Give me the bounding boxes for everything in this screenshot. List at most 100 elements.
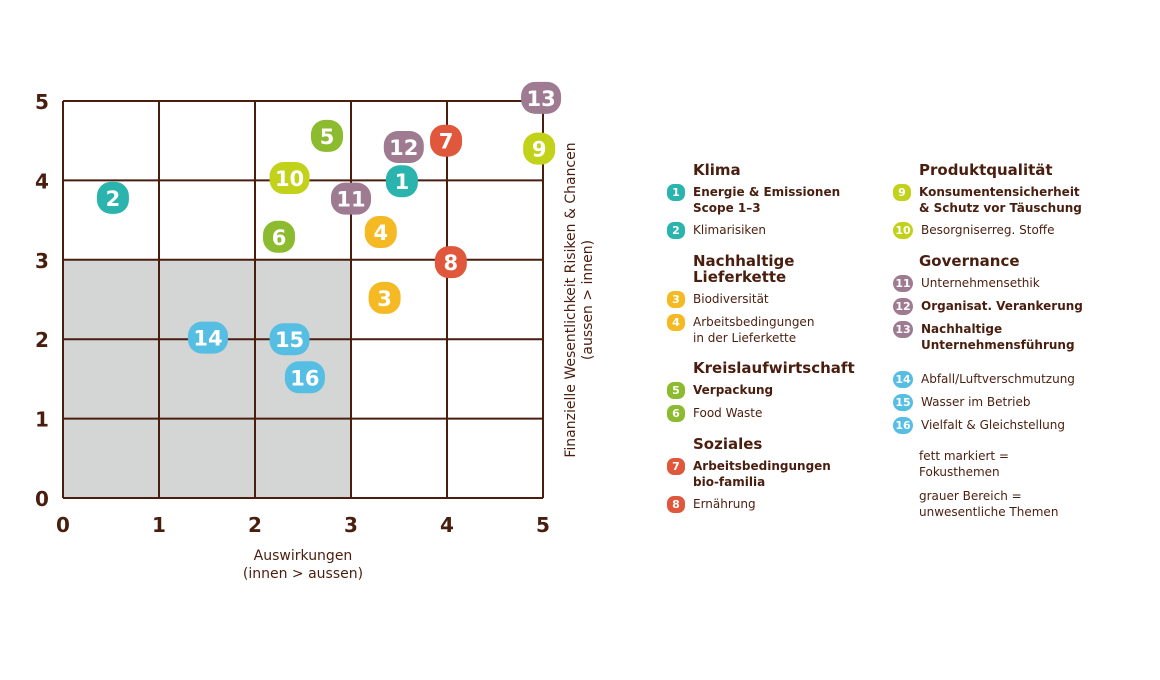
point-label-9: 9 <box>532 138 547 162</box>
legend-badge: 10 <box>893 222 913 239</box>
legend-label: Nachhaltige Unternehmensführung <box>921 322 1075 352</box>
legend-note: grauer Bereich = unwesentliche Themen <box>919 489 1059 519</box>
legend-label: Verpackung <box>693 383 774 397</box>
legend-label: Arbeitsbedingungen in der Lieferkette <box>693 315 815 345</box>
legend-right: Produktqualität 9 Konsumentensicherheit & S… <box>893 162 1093 528</box>
legend-item-5: 5 Verpackung <box>667 382 877 399</box>
legend-item-15: 15 Wasser im Betrieb <box>893 394 1093 411</box>
x-tick-label: 2 <box>248 513 262 537</box>
y-tick-label: 1 <box>35 408 49 432</box>
point-marker-14 <box>187 321 228 354</box>
point-marker-13 <box>521 81 562 114</box>
point-label-7: 7 <box>439 130 454 154</box>
legend-label: Unternehmensethik <box>921 276 1040 290</box>
x-axis-label-sub: (innen > aussen) <box>243 566 363 582</box>
legend-badge: 12 <box>893 298 913 315</box>
legend-label: Organisat. Verankerung <box>921 299 1083 313</box>
point-marker-7 <box>430 124 463 157</box>
legend-badge: 1 <box>667 184 685 201</box>
point-label-5: 5 <box>320 125 335 149</box>
legend-badge: 14 <box>893 371 913 388</box>
y-axis-label: Finanzielle Wesentlichkeit Risiken & Cha… <box>563 142 579 457</box>
legend-item-14: 14 Abfall/Luftverschmutzung <box>893 371 1093 388</box>
point-label-8: 8 <box>444 251 459 275</box>
point-marker-4 <box>364 216 397 249</box>
legend-badge: 8 <box>667 496 685 513</box>
legend-label: Abfall/Luftverschmutzung <box>921 372 1075 386</box>
x-tick-label: 0 <box>56 513 70 537</box>
point-label-14: 14 <box>193 327 222 351</box>
x-tick-label: 4 <box>440 513 454 537</box>
legend-item-2: 2 Klimarisiken <box>667 222 877 239</box>
point-label-6: 6 <box>272 226 287 250</box>
legend-group-title: Produktqualität <box>919 161 1053 179</box>
legend-label: Ernährung <box>693 497 756 511</box>
point-marker-2 <box>96 181 129 214</box>
legend-label: Wasser im Betrieb <box>921 395 1031 409</box>
legend-badge: 5 <box>667 382 685 399</box>
legend-group-title: Nachhaltige Lieferkette <box>693 252 795 286</box>
legend-badge: 2 <box>667 222 685 239</box>
point-marker-3 <box>368 281 401 314</box>
point-marker-11 <box>331 182 371 215</box>
legend-label: Biodiversität <box>693 292 769 306</box>
point-marker-15 <box>269 323 310 356</box>
y-axis-label-sub: (aussen > innen) <box>580 240 596 360</box>
point-label-1: 1 <box>395 170 410 194</box>
point-label-16: 16 <box>290 366 319 390</box>
legend-item-7: 7 Arbeitsbedingungen bio-familia <box>667 458 877 490</box>
y-tick-label: 3 <box>35 249 49 273</box>
legend-badge: 13 <box>893 321 913 338</box>
point-marker-1 <box>385 165 418 198</box>
legend-badge: 6 <box>667 405 685 422</box>
legend-item-6: 6 Food Waste <box>667 405 877 422</box>
y-tick-label: 0 <box>35 487 49 511</box>
legend-group-title: Soziales <box>693 435 763 453</box>
legend-item-8: 8 Ernährung <box>667 496 877 513</box>
point-label-3: 3 <box>377 287 392 311</box>
point-marker-8 <box>434 246 467 279</box>
point-label-11: 11 <box>336 188 365 212</box>
point-label-4: 4 <box>373 221 388 245</box>
legend-item-10: 10 Besorgniserreg. Stoffe <box>893 222 1093 239</box>
legend-item-16: 16 Vielfalt & Gleichstellung <box>893 417 1093 434</box>
legend-badge: 4 <box>667 314 685 331</box>
point-marker-16 <box>284 361 325 394</box>
legend-badge: 11 <box>893 275 913 292</box>
legend-label: Klimarisiken <box>693 223 766 237</box>
x-tick-label: 5 <box>536 513 550 537</box>
y-tick-label: 2 <box>35 328 49 352</box>
legend-left: Klima 1 Energie & Emissionen Scope 1–3 2 Klim… <box>667 162 877 527</box>
legend-label: Besorgniserreg. Stoffe <box>921 223 1055 237</box>
legend-item-3: 3 Biodiversität <box>667 291 877 308</box>
legend-item-13: 13 Nachhaltige Unternehmensführung <box>893 321 1093 353</box>
point-label-13: 13 <box>526 87 555 111</box>
point-marker-6 <box>263 220 295 253</box>
legend-label: Food Waste <box>693 406 763 420</box>
legend-group-title: Kreislaufwirtschaft <box>693 359 855 377</box>
legend-badge: 7 <box>667 458 685 475</box>
point-label-15: 15 <box>275 328 304 352</box>
legend-item-1: 1 Energie & Emissionen Scope 1–3 <box>667 184 877 216</box>
point-label-12: 12 <box>389 136 418 160</box>
legend-group-title: Klima <box>693 161 741 179</box>
legend-item-12: 12 Organisat. Verankerung <box>893 298 1093 315</box>
point-label-2: 2 <box>106 187 121 211</box>
x-tick-label: 1 <box>152 513 166 537</box>
y-tick-label: 5 <box>35 90 49 114</box>
legend-label: Arbeitsbedingungen bio-familia <box>693 459 831 489</box>
point-label-10: 10 <box>275 167 304 191</box>
legend-note: fett markiert = Fokusthemen <box>919 449 1009 479</box>
legend-badge: 15 <box>893 394 913 411</box>
legend-badge: 3 <box>667 291 685 308</box>
point-marker-10 <box>269 162 310 195</box>
x-axis-label: Auswirkungen <box>254 548 353 564</box>
legend-group-title: Governance <box>919 252 1020 270</box>
point-marker-12 <box>383 131 424 164</box>
legend-label: Konsumentensicherheit & Schutz vor Täusch… <box>919 185 1082 215</box>
point-marker-9 <box>523 132 556 165</box>
point-marker-5 <box>311 119 343 152</box>
y-tick-label: 4 <box>35 169 49 193</box>
x-tick-label: 3 <box>344 513 358 537</box>
